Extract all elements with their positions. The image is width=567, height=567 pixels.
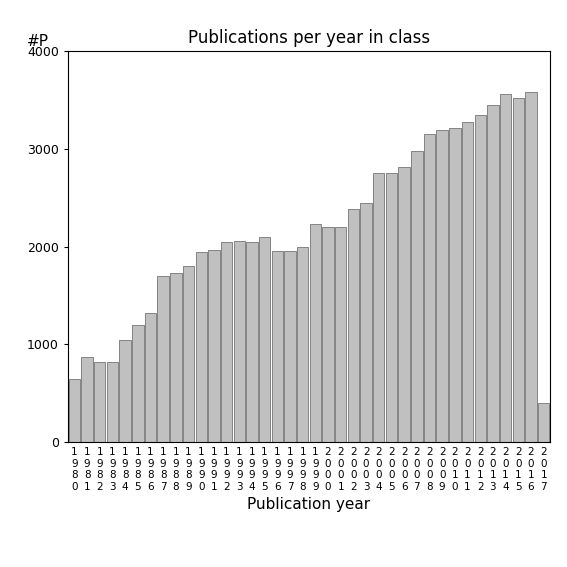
Bar [449, 128, 460, 442]
Bar [310, 224, 321, 442]
Bar [500, 94, 511, 442]
Bar [373, 174, 384, 442]
Bar [107, 362, 118, 442]
Bar [145, 313, 156, 442]
Bar [272, 251, 283, 442]
Bar [487, 105, 498, 442]
Bar [322, 227, 334, 442]
X-axis label: Publication year: Publication year [247, 497, 371, 513]
Bar [335, 227, 346, 442]
Bar [246, 242, 257, 442]
Bar [284, 251, 296, 442]
Bar [424, 134, 435, 442]
Bar [234, 241, 245, 442]
Bar [462, 122, 473, 442]
Bar [120, 340, 131, 442]
Bar [170, 273, 181, 442]
Bar [132, 325, 143, 442]
Bar [386, 174, 397, 442]
Bar [399, 167, 410, 442]
Bar [475, 115, 486, 442]
Title: Publications per year in class: Publications per year in class [188, 29, 430, 46]
Bar [196, 252, 207, 442]
Bar [525, 92, 537, 442]
Bar [69, 379, 80, 442]
Bar [348, 209, 359, 442]
Bar [94, 362, 105, 442]
Bar [297, 247, 308, 442]
Bar [158, 276, 169, 442]
Bar [513, 98, 524, 442]
Bar [183, 266, 194, 442]
Bar [361, 202, 372, 442]
Bar [411, 151, 422, 442]
Bar [437, 130, 448, 442]
Text: #P: #P [27, 34, 49, 49]
Bar [221, 242, 232, 442]
Bar [538, 403, 549, 442]
Bar [259, 237, 270, 442]
Bar [208, 249, 219, 442]
Bar [81, 357, 93, 442]
